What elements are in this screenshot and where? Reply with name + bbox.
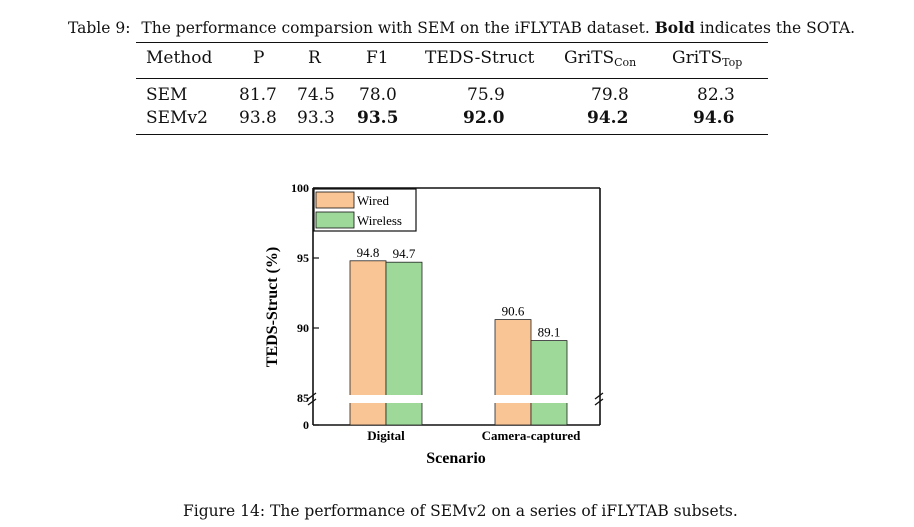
table-caption-text: The performance comparsion with SEM on t…	[141, 19, 650, 37]
y-tick-label: 95	[297, 251, 309, 265]
data-label-wireless-digital: 94.7	[393, 246, 416, 261]
x-axis-label: Scenario	[426, 450, 486, 467]
row-semv2-r: 93.3	[297, 108, 335, 128]
legend-label-wireless: Wireless	[357, 213, 402, 228]
table-mid-rule	[136, 78, 768, 79]
bar-wireless-camera-captured	[530, 340, 568, 426]
y-tick-label: 100	[291, 181, 309, 195]
table-bottom-rule	[136, 134, 768, 135]
header-r: R	[308, 48, 321, 68]
table-top-rule	[136, 42, 768, 43]
table-caption-bold: Bold	[654, 18, 695, 37]
data-label-wireless-camera-captured: 89.1	[538, 325, 561, 340]
x-tick-label-digital: Digital	[367, 428, 405, 443]
header-grits-con: GriTSCon	[564, 48, 637, 69]
bar-wired-camera-captured	[494, 319, 532, 426]
row-sem-p: 81.7	[239, 85, 277, 105]
row-sem-grits-con: 79.8	[591, 85, 629, 105]
row-sem-r: 74.5	[297, 85, 335, 105]
legend-swatch-wired	[315, 191, 355, 209]
row-sem-method: SEM	[146, 85, 188, 105]
data-label-wired-camera-captured: 90.6	[502, 304, 525, 319]
table-caption: Table 9: The performance comparsion with…	[68, 18, 855, 37]
row-sem-f1: 78.0	[359, 85, 397, 105]
row-semv2-teds: 92.0	[463, 108, 505, 128]
y-axis-label: TEDS-Struct (%)	[264, 247, 281, 367]
bars: 94.8 94.7 90.6 89.1	[349, 245, 568, 426]
x-tick-label-camera-captured: Camera-captured	[482, 428, 581, 443]
axis-break	[307, 392, 604, 406]
table-caption-text-2: indicates the SOTA.	[699, 19, 856, 37]
table-caption-label: Table 9:	[68, 19, 131, 37]
legend: Wired Wireless	[313, 188, 417, 232]
y-tick-label: 0	[303, 418, 309, 432]
row-sem-grits-top: 82.3	[697, 85, 735, 105]
y-ticks: 100 95 90 85 0	[291, 181, 319, 432]
row-semv2-grits-con: 94.2	[587, 108, 629, 128]
row-semv2-method: SEMv2	[146, 108, 208, 128]
y-tick-label: 90	[297, 321, 309, 335]
data-label-wired-digital: 94.8	[357, 245, 380, 260]
legend-label-wired: Wired	[357, 193, 389, 208]
figure-caption: Figure 14: The performance of SEMv2 on a…	[183, 502, 738, 520]
row-semv2-p: 93.8	[239, 108, 277, 128]
header-p: P	[253, 48, 265, 68]
header-teds: TEDS-Struct	[425, 48, 535, 68]
row-semv2-f1: 93.5	[357, 108, 399, 128]
row-sem-teds: 75.9	[467, 85, 505, 105]
legend-swatch-wireless	[315, 211, 355, 229]
row-semv2-grits-top: 94.6	[693, 108, 735, 128]
header-grits-top: GriTSTop	[672, 48, 743, 69]
header-method: Method	[146, 48, 213, 68]
y-tick-label: 85	[297, 391, 309, 405]
header-f1: F1	[366, 48, 389, 68]
